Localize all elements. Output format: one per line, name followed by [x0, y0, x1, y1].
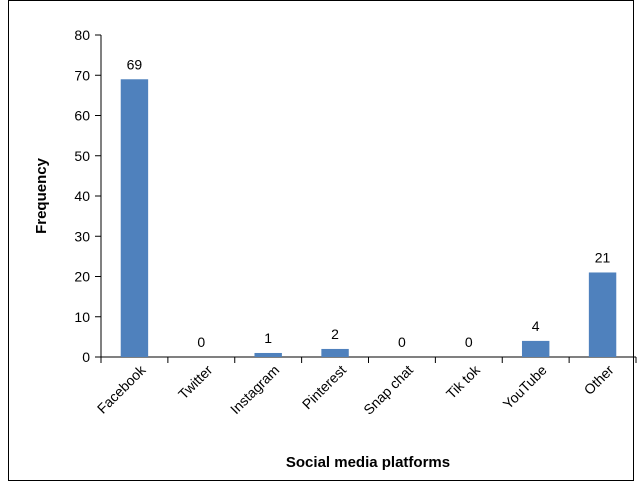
bar-other: [588, 272, 617, 357]
category-label: Pinterest: [299, 362, 349, 412]
data-label: 0: [465, 334, 473, 350]
data-label: 21: [595, 249, 611, 265]
y-tick-label: 80: [74, 27, 90, 43]
category-label: Facebook: [94, 361, 149, 416]
data-label: 4: [532, 318, 540, 334]
y-tick-label: 0: [82, 349, 90, 365]
y-axis: 0 10 20 30 40 50 60 70 80: [74, 27, 102, 365]
y-tick-label: 40: [74, 188, 90, 204]
y-tick-label: 50: [74, 148, 90, 164]
x-axis: [100, 356, 637, 363]
data-label: 2: [331, 326, 339, 342]
data-label: 69: [127, 56, 143, 72]
bars: [120, 79, 617, 358]
y-tick-label: 20: [74, 269, 90, 285]
chart-frame: [8, 0, 634, 481]
y-tick-label: 10: [74, 309, 90, 325]
x-axis-title: Social media platforms: [286, 454, 450, 471]
bar-instagram: [254, 352, 282, 357]
bar-pinterest: [321, 348, 349, 357]
category-labels: Facebook Twitter Instagram Pinterest Snap ch…: [94, 361, 617, 418]
category-label: Twitter: [175, 362, 216, 403]
data-labels: 69 0 1 2 0 0 4 21: [127, 56, 611, 350]
y-axis-title: Frequency: [33, 157, 50, 234]
data-label: 0: [398, 334, 406, 350]
y-tick-label: 30: [74, 228, 90, 244]
category-label: Other: [581, 362, 617, 398]
data-label: 0: [197, 334, 205, 350]
bar-facebook: [120, 79, 149, 358]
category-label: Tik tok: [443, 361, 484, 402]
bar-youtube: [521, 340, 550, 357]
y-tick-label: 60: [74, 108, 90, 124]
category-label: Instagram: [227, 362, 282, 417]
category-label: Snap chat: [360, 362, 416, 418]
y-tick-label: 70: [74, 67, 90, 83]
category-label: YouTube: [500, 362, 550, 412]
data-label: 1: [264, 330, 272, 346]
